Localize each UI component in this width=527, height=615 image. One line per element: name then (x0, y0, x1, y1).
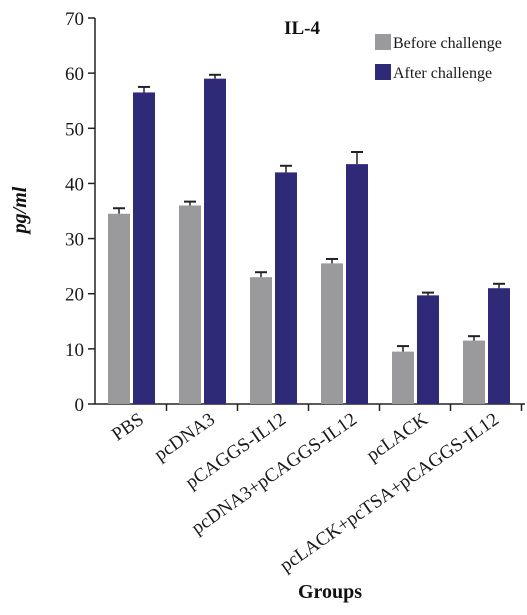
bar-before-challenge (108, 213, 130, 404)
y-tick-label: 70 (65, 9, 84, 30)
y-tick-label: 0 (75, 395, 85, 416)
bar-after-challenge (275, 172, 297, 404)
y-tick-label: 20 (65, 285, 84, 306)
y-tick-label: 10 (65, 340, 84, 361)
legend-label: After challenge (393, 65, 492, 82)
y-tick-label: 30 (65, 230, 84, 251)
legend: Before challenge After challenge (375, 34, 502, 82)
bar-after-challenge (417, 295, 439, 404)
bars (108, 73, 510, 405)
y-axis: 0 10 20 30 40 50 60 70 (65, 9, 96, 416)
x-axis-label: Groups (298, 581, 362, 603)
legend-swatch (375, 64, 391, 80)
bar-after-challenge (204, 78, 226, 405)
y-tick-label: 50 (65, 119, 84, 140)
bar-before-challenge (250, 277, 272, 404)
y-tick-label: 40 (65, 174, 84, 195)
bar-before-challenge (321, 263, 343, 404)
legend-swatch (375, 34, 391, 50)
bar-after-challenge (346, 164, 368, 404)
y-axis-label: pg/ml (9, 186, 31, 235)
bar-after-challenge (488, 288, 510, 404)
bar-before-challenge (392, 351, 414, 404)
bar-after-challenge (133, 92, 155, 404)
bar-before-challenge (463, 340, 485, 404)
y-tick-label: 60 (65, 64, 84, 85)
x-tick-label: PBS (108, 409, 148, 446)
chart-title: IL-4 (284, 18, 320, 39)
legend-label: Before challenge (393, 35, 502, 52)
bar-before-challenge (179, 205, 201, 404)
